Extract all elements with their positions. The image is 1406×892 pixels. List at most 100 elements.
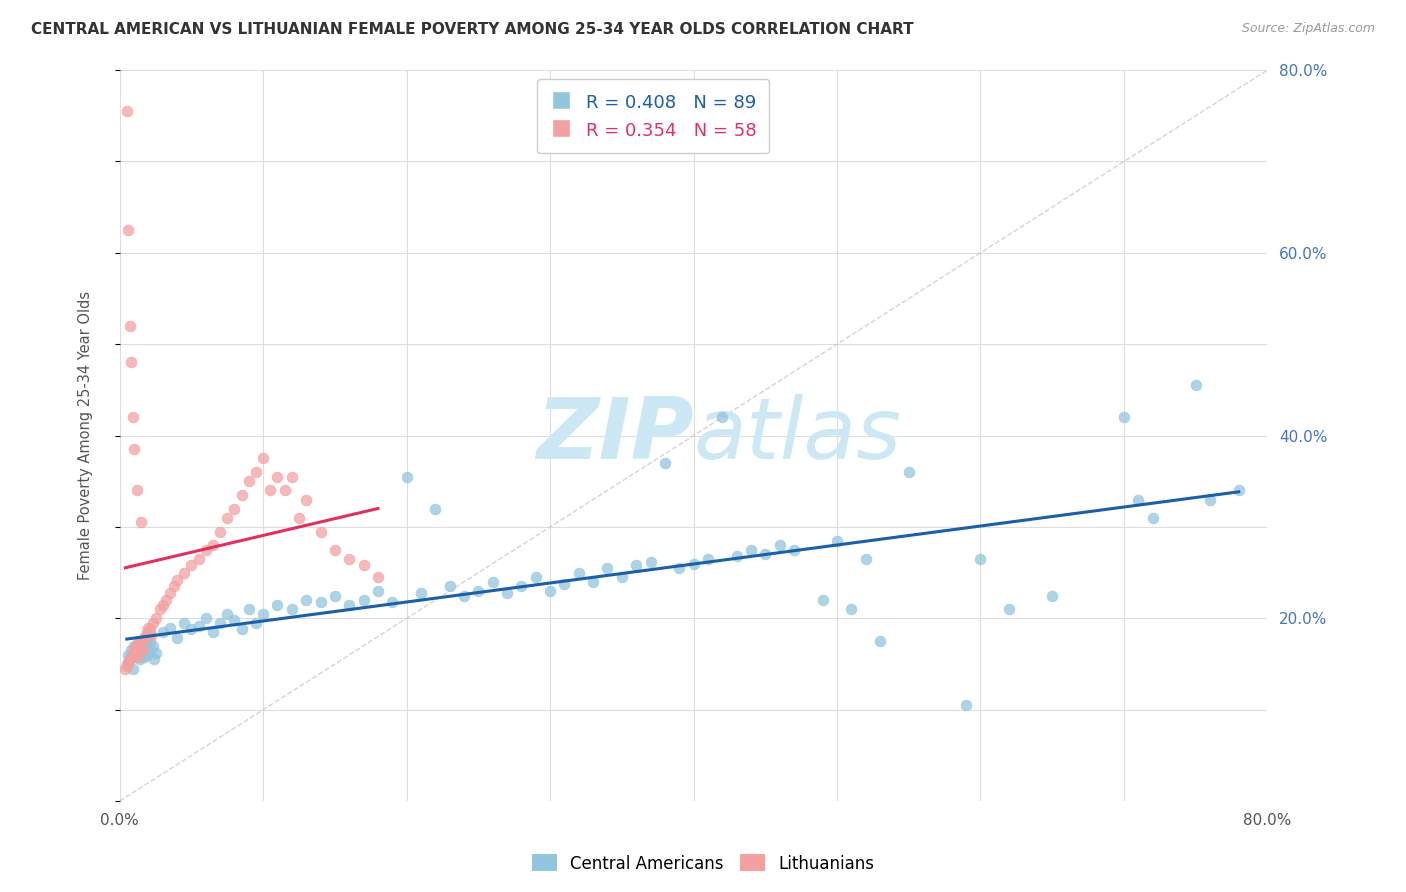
Point [467, 584, 489, 599]
Point [114, 662, 136, 676]
Point [711, 410, 734, 425]
Point [553, 576, 575, 591]
Point [409, 586, 432, 600]
Point [1184, 378, 1206, 392]
Point [115, 657, 138, 671]
Point [897, 465, 920, 479]
Text: CENTRAL AMERICAN VS LITHUANIAN FEMALE POVERTY AMONG 25-34 YEAR OLDS CORRELATION : CENTRAL AMERICAN VS LITHUANIAN FEMALE PO… [31, 22, 914, 37]
Point [139, 623, 162, 637]
Point [121, 662, 143, 676]
Point [121, 410, 143, 425]
Legend: Central Americans, Lithuanians: Central Americans, Lithuanians [524, 847, 882, 880]
Point [152, 625, 174, 640]
Point [224, 613, 246, 627]
Point [568, 566, 591, 580]
Point [134, 630, 156, 644]
Point [582, 574, 605, 589]
Point [143, 652, 166, 666]
Point [811, 593, 834, 607]
Point [281, 469, 304, 483]
Point [288, 511, 311, 525]
Point [115, 659, 138, 673]
Point [125, 483, 148, 498]
Point [245, 465, 267, 479]
Point [1128, 492, 1150, 507]
Point [201, 625, 224, 640]
Point [138, 620, 160, 634]
Point [969, 552, 991, 566]
Point [142, 615, 165, 630]
Point [187, 552, 209, 566]
Point [129, 516, 152, 530]
Point [841, 602, 863, 616]
Point [740, 542, 762, 557]
Point [135, 648, 157, 662]
Point [481, 574, 503, 589]
Point [610, 570, 633, 584]
Point [115, 104, 138, 119]
Point [231, 488, 253, 502]
Point [309, 595, 332, 609]
Point [180, 558, 202, 573]
Point [281, 602, 304, 616]
Point [125, 637, 148, 651]
Point [187, 618, 209, 632]
Point [273, 483, 295, 498]
Text: Source: ZipAtlas.com: Source: ZipAtlas.com [1241, 22, 1375, 36]
Point [238, 475, 260, 489]
Point [127, 649, 149, 664]
Point [128, 652, 150, 666]
Point [194, 542, 217, 557]
Point [217, 607, 239, 621]
Point [323, 542, 346, 557]
Point [118, 652, 141, 666]
Point [120, 355, 142, 369]
Y-axis label: Female Poverty Among 25-34 Year Olds: Female Poverty Among 25-34 Year Olds [79, 291, 93, 580]
Point [640, 555, 662, 569]
Point [367, 570, 389, 584]
Point [173, 615, 195, 630]
Point [145, 611, 167, 625]
Point [353, 558, 375, 573]
Point [155, 593, 177, 607]
Point [754, 548, 776, 562]
Point [295, 492, 318, 507]
Point [163, 579, 186, 593]
Point [381, 595, 404, 609]
Point [252, 451, 274, 466]
Point [129, 639, 152, 653]
Point [117, 223, 139, 237]
Point [955, 698, 977, 713]
Point [141, 643, 163, 657]
Point [825, 533, 848, 548]
Point [696, 552, 718, 566]
Point [122, 442, 145, 457]
Point [131, 643, 153, 657]
Point [152, 598, 174, 612]
Point [323, 589, 346, 603]
Point [524, 570, 547, 584]
Text: atlas: atlas [693, 394, 901, 477]
Point [194, 611, 217, 625]
Point [768, 538, 790, 552]
Point [231, 623, 253, 637]
Point [295, 593, 318, 607]
Point [682, 557, 704, 571]
Point [259, 483, 281, 498]
Point [166, 632, 188, 646]
Point [124, 640, 146, 655]
Point [135, 625, 157, 640]
Point [538, 584, 561, 599]
Point [121, 646, 143, 660]
Point [224, 501, 246, 516]
Point [117, 655, 139, 669]
Point [1112, 410, 1135, 425]
Point [266, 598, 288, 612]
Point [159, 586, 181, 600]
Point [309, 524, 332, 539]
Point [166, 573, 188, 587]
Point [453, 589, 475, 603]
Point [654, 456, 676, 470]
Point [149, 602, 172, 616]
Point [1227, 483, 1250, 498]
